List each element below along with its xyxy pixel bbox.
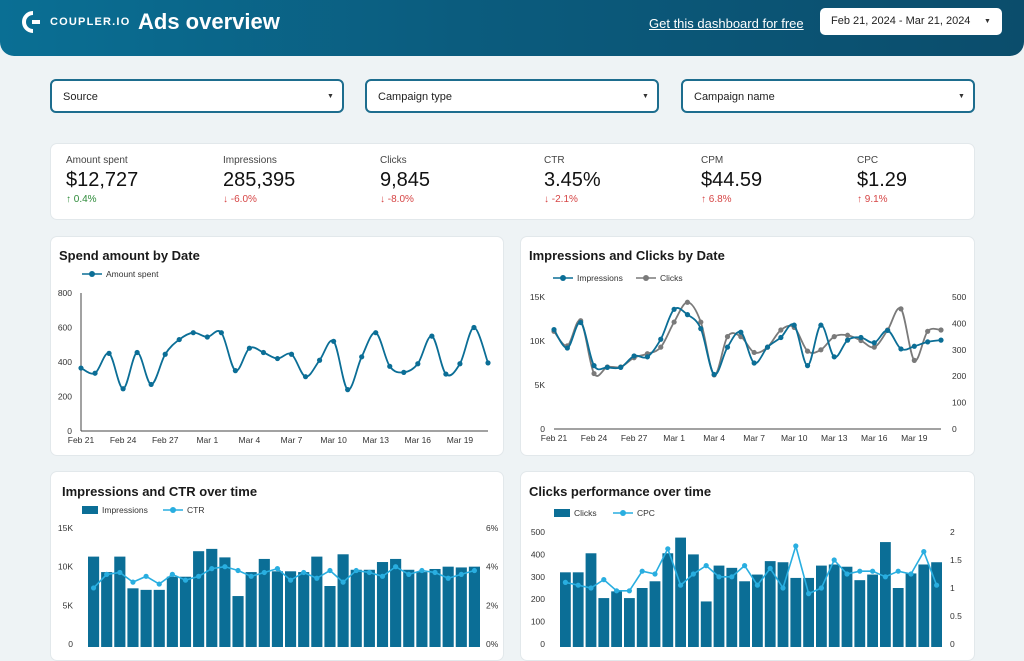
kpi-value: $12,727 <box>66 169 139 191</box>
kpi-delta-value: -6.0% <box>230 194 257 205</box>
kpi-delta-value: 6.8% <box>708 194 732 205</box>
source-filter-label: Source <box>63 91 98 103</box>
arrow-up-icon: ↑ <box>701 194 706 205</box>
kpi-label: Impressions <box>223 155 277 166</box>
arrow-down-icon: ↓ <box>544 194 549 205</box>
kpi-delta: ↑ 6.8% <box>701 194 762 205</box>
arrow-up-icon: ↑ <box>66 194 71 205</box>
kpi-label: Clicks <box>380 155 407 166</box>
logo-text: COUPLER.IO <box>50 16 131 28</box>
impressions-clicks-chart-title: Impressions and Clicks by Date <box>529 248 725 263</box>
impressions-ctr-chart-card <box>50 471 504 661</box>
kpi-cpm: CPM $44.59 ↑ 6.8% <box>701 155 762 205</box>
kpi-label: CTR <box>544 155 565 166</box>
clicks-cpc-chart-card <box>520 471 975 661</box>
kpi-delta: ↓ -6.0% <box>223 194 295 205</box>
kpi-delta: ↑ 9.1% <box>857 194 907 205</box>
kpi-delta: ↓ -2.1% <box>544 194 601 205</box>
kpi-value: 3.45% <box>544 169 601 191</box>
kpi-scorecard-panel <box>50 143 975 220</box>
campaign-name-filter-label: Campaign name <box>694 91 775 103</box>
page-title: Ads overview <box>138 9 280 34</box>
kpi-value: 9,845 <box>380 169 431 191</box>
get-dashboard-link[interactable]: Get this dashboard for free <box>649 16 804 31</box>
campaign-name-filter[interactable]: Campaign name ▼ <box>681 79 975 113</box>
impressions-clicks-chart-card <box>520 236 975 456</box>
kpi-delta-value: -8.0% <box>387 194 414 205</box>
kpi-delta: ↑ 0.4% <box>66 194 138 205</box>
kpi-delta-value: 0.4% <box>73 194 97 205</box>
source-filter[interactable]: Source ▼ <box>50 79 344 113</box>
logo[interactable]: COUPLER.IO <box>22 11 130 33</box>
kpi-value: $1.29 <box>857 169 908 191</box>
kpi-amount-spent: Amount spent $12,727 ↑ 0.4% <box>66 155 138 205</box>
header-bar: COUPLER.IO Ads overview Get this dashboa… <box>0 0 1024 56</box>
kpi-delta-value: -2.1% <box>551 194 578 205</box>
campaign-type-filter[interactable]: Campaign type ▼ <box>365 79 659 113</box>
kpi-clicks: Clicks 9,845 ↓ -8.0% <box>380 155 430 205</box>
date-range-value: Feb 21, 2024 - Mar 21, 2024 <box>831 15 971 27</box>
date-range-picker[interactable]: Feb 21, 2024 - Mar 21, 2024 ▼ <box>820 8 1002 35</box>
kpi-label: Amount spent <box>66 155 128 166</box>
chevron-down-icon: ▼ <box>327 93 334 100</box>
coupler-logo-icon <box>22 11 40 33</box>
chevron-down-icon: ▼ <box>958 93 965 100</box>
spend-chart-card <box>50 236 504 456</box>
spend-chart-title: Spend amount by Date <box>59 248 200 263</box>
arrow-up-icon: ↑ <box>857 194 862 205</box>
clicks-cpc-chart-title: Clicks performance over time <box>529 484 712 499</box>
kpi-value: 285,395 <box>223 169 296 191</box>
kpi-ctr: CTR 3.45% ↓ -2.1% <box>544 155 601 205</box>
arrow-down-icon: ↓ <box>380 194 385 205</box>
impressions-ctr-chart-title: Impressions and CTR over time <box>62 484 258 499</box>
kpi-label: CPM <box>701 155 724 166</box>
kpi-label: CPC <box>857 155 879 166</box>
arrow-down-icon: ↓ <box>223 194 228 205</box>
kpi-delta: ↓ -8.0% <box>380 194 430 205</box>
kpi-delta-value: 9.1% <box>864 194 888 205</box>
campaign-type-filter-label: Campaign type <box>378 91 452 103</box>
kpi-impressions: Impressions 285,395 ↓ -6.0% <box>223 155 295 205</box>
kpi-cpc: CPC $1.29 ↑ 9.1% <box>857 155 907 205</box>
chevron-down-icon: ▼ <box>984 18 991 25</box>
chevron-down-icon: ▼ <box>642 93 649 100</box>
kpi-value: $44.59 <box>701 169 763 191</box>
